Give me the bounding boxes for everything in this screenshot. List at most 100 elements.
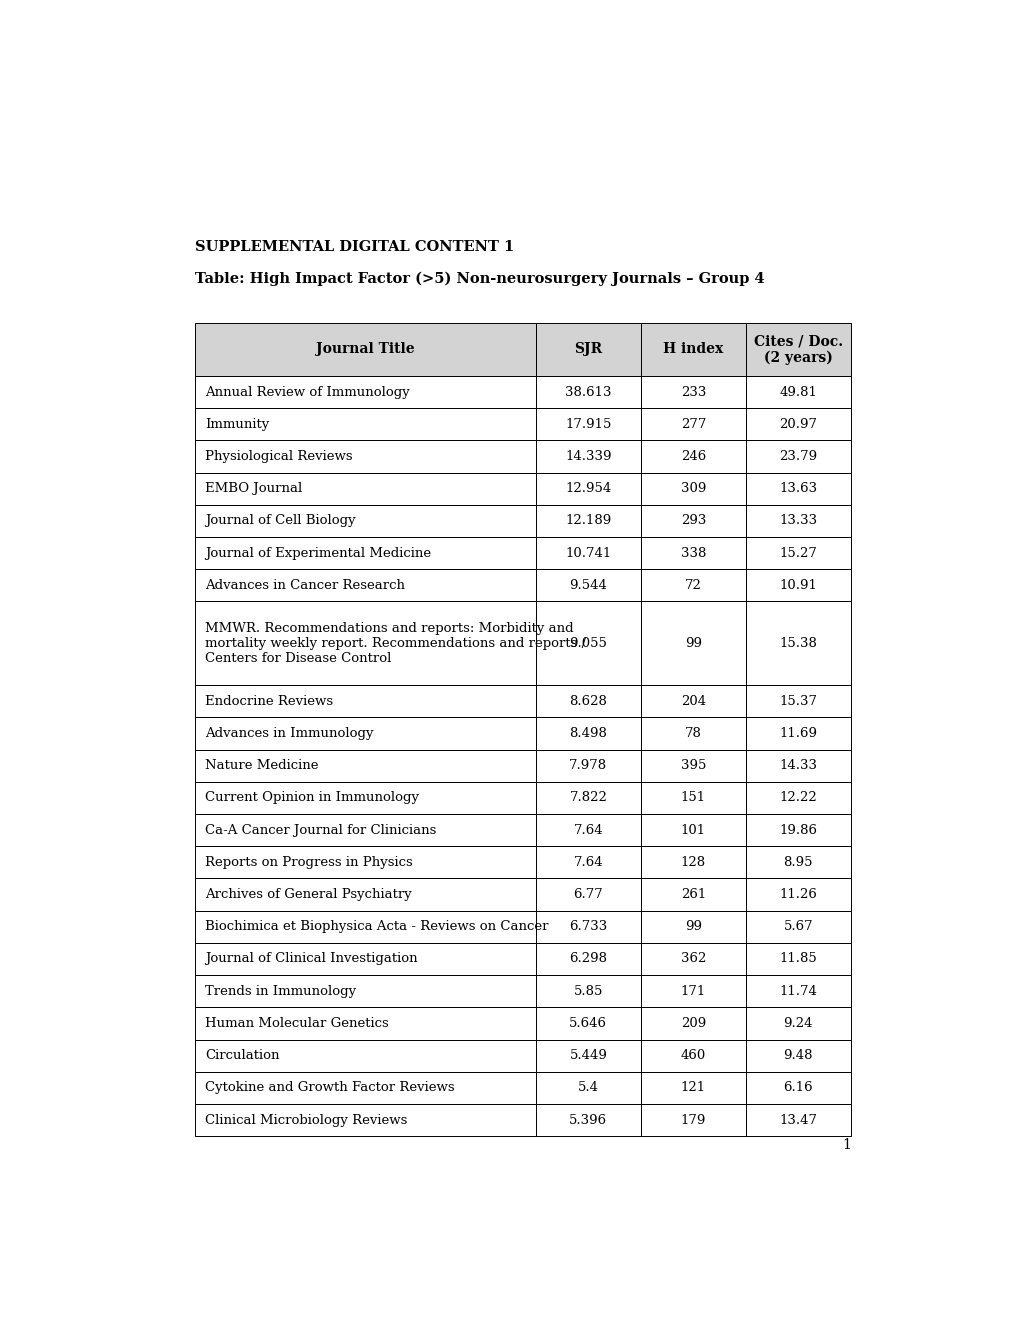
- Text: 6.77: 6.77: [573, 888, 602, 902]
- Text: 128: 128: [680, 855, 705, 869]
- Text: 233: 233: [680, 385, 705, 399]
- Text: 10.91: 10.91: [779, 578, 816, 591]
- Bar: [195, 975, 535, 1007]
- Bar: [745, 750, 850, 781]
- Text: 7.64: 7.64: [573, 824, 602, 837]
- Bar: [195, 1007, 535, 1040]
- Bar: [535, 323, 640, 376]
- Bar: [745, 717, 850, 750]
- Bar: [640, 504, 745, 537]
- Bar: [745, 537, 850, 569]
- Text: 15.27: 15.27: [779, 546, 816, 560]
- Text: Ca-A Cancer Journal for Clinicians: Ca-A Cancer Journal for Clinicians: [205, 824, 436, 837]
- Bar: [535, 1072, 640, 1104]
- Text: 14.339: 14.339: [565, 450, 611, 463]
- Bar: [745, 473, 850, 504]
- Bar: [195, 473, 535, 504]
- Bar: [640, 1072, 745, 1104]
- Bar: [745, 323, 850, 376]
- Bar: [745, 942, 850, 975]
- Bar: [535, 473, 640, 504]
- Bar: [535, 878, 640, 911]
- Bar: [640, 473, 745, 504]
- Bar: [640, 408, 745, 441]
- Text: 179: 179: [680, 1114, 705, 1126]
- Text: 293: 293: [680, 515, 705, 528]
- Text: 8.95: 8.95: [783, 855, 812, 869]
- Text: 11.26: 11.26: [779, 888, 816, 902]
- Text: 9.48: 9.48: [783, 1049, 812, 1063]
- Bar: [640, 1040, 745, 1072]
- Bar: [535, 1007, 640, 1040]
- Bar: [640, 846, 745, 878]
- Text: 12.954: 12.954: [565, 482, 610, 495]
- Text: Circulation: Circulation: [205, 1049, 279, 1063]
- Text: Cites / Doc.
(2 years): Cites / Doc. (2 years): [753, 334, 842, 364]
- Text: 99: 99: [684, 920, 701, 933]
- Bar: [745, 975, 850, 1007]
- Bar: [640, 537, 745, 569]
- Text: 309: 309: [680, 482, 705, 495]
- Text: 19.86: 19.86: [779, 824, 816, 837]
- Text: 6.16: 6.16: [783, 1081, 812, 1094]
- Bar: [535, 717, 640, 750]
- Text: Endocrine Reviews: Endocrine Reviews: [205, 694, 333, 708]
- Bar: [745, 376, 850, 408]
- Text: 11.85: 11.85: [779, 953, 816, 965]
- Bar: [745, 814, 850, 846]
- Text: 17.915: 17.915: [565, 417, 611, 430]
- Text: 395: 395: [680, 759, 705, 772]
- Text: 11.69: 11.69: [779, 727, 816, 741]
- Bar: [640, 717, 745, 750]
- Bar: [195, 1040, 535, 1072]
- Bar: [195, 846, 535, 878]
- Bar: [745, 504, 850, 537]
- Text: 7.64: 7.64: [573, 855, 602, 869]
- Bar: [745, 685, 850, 717]
- Text: 15.38: 15.38: [779, 636, 816, 649]
- Bar: [535, 376, 640, 408]
- Text: 246: 246: [680, 450, 705, 463]
- Text: Journal of Clinical Investigation: Journal of Clinical Investigation: [205, 953, 417, 965]
- Bar: [745, 1072, 850, 1104]
- Text: 20.97: 20.97: [779, 417, 816, 430]
- Text: 9.24: 9.24: [783, 1016, 812, 1030]
- Bar: [535, 602, 640, 685]
- Bar: [195, 878, 535, 911]
- Bar: [195, 408, 535, 441]
- Text: 338: 338: [680, 546, 705, 560]
- Text: Advances in Cancer Research: Advances in Cancer Research: [205, 578, 405, 591]
- Bar: [640, 569, 745, 602]
- Text: 6.298: 6.298: [569, 953, 606, 965]
- Text: Journal Title: Journal Title: [316, 342, 414, 356]
- Bar: [195, 569, 535, 602]
- Bar: [535, 1040, 640, 1072]
- Bar: [640, 814, 745, 846]
- Bar: [745, 1104, 850, 1137]
- Text: 7.978: 7.978: [569, 759, 607, 772]
- Bar: [535, 569, 640, 602]
- Bar: [640, 911, 745, 942]
- Text: 14.33: 14.33: [779, 759, 816, 772]
- Bar: [195, 1104, 535, 1137]
- Text: SJR: SJR: [574, 342, 602, 356]
- Bar: [745, 846, 850, 878]
- Text: Immunity: Immunity: [205, 417, 269, 430]
- Text: 5.4: 5.4: [578, 1081, 598, 1094]
- Text: Trends in Immunology: Trends in Immunology: [205, 985, 356, 998]
- Text: 10.741: 10.741: [565, 546, 610, 560]
- Text: Biochimica et Biophysica Acta - Reviews on Cancer: Biochimica et Biophysica Acta - Reviews …: [205, 920, 548, 933]
- Bar: [195, 602, 535, 685]
- Bar: [745, 781, 850, 814]
- Bar: [195, 781, 535, 814]
- Bar: [640, 878, 745, 911]
- Bar: [535, 441, 640, 473]
- Text: 460: 460: [680, 1049, 705, 1063]
- Text: Table: High Impact Factor (>5) Non-neurosurgery Journals – Group 4: Table: High Impact Factor (>5) Non-neuro…: [195, 271, 763, 285]
- Text: 6.733: 6.733: [569, 920, 607, 933]
- Bar: [745, 408, 850, 441]
- Text: 99: 99: [684, 636, 701, 649]
- Text: 72: 72: [684, 578, 701, 591]
- Text: MMWR. Recommendations and reports: Morbidity and
mortality weekly report. Recomm: MMWR. Recommendations and reports: Morbi…: [205, 622, 586, 665]
- Bar: [195, 441, 535, 473]
